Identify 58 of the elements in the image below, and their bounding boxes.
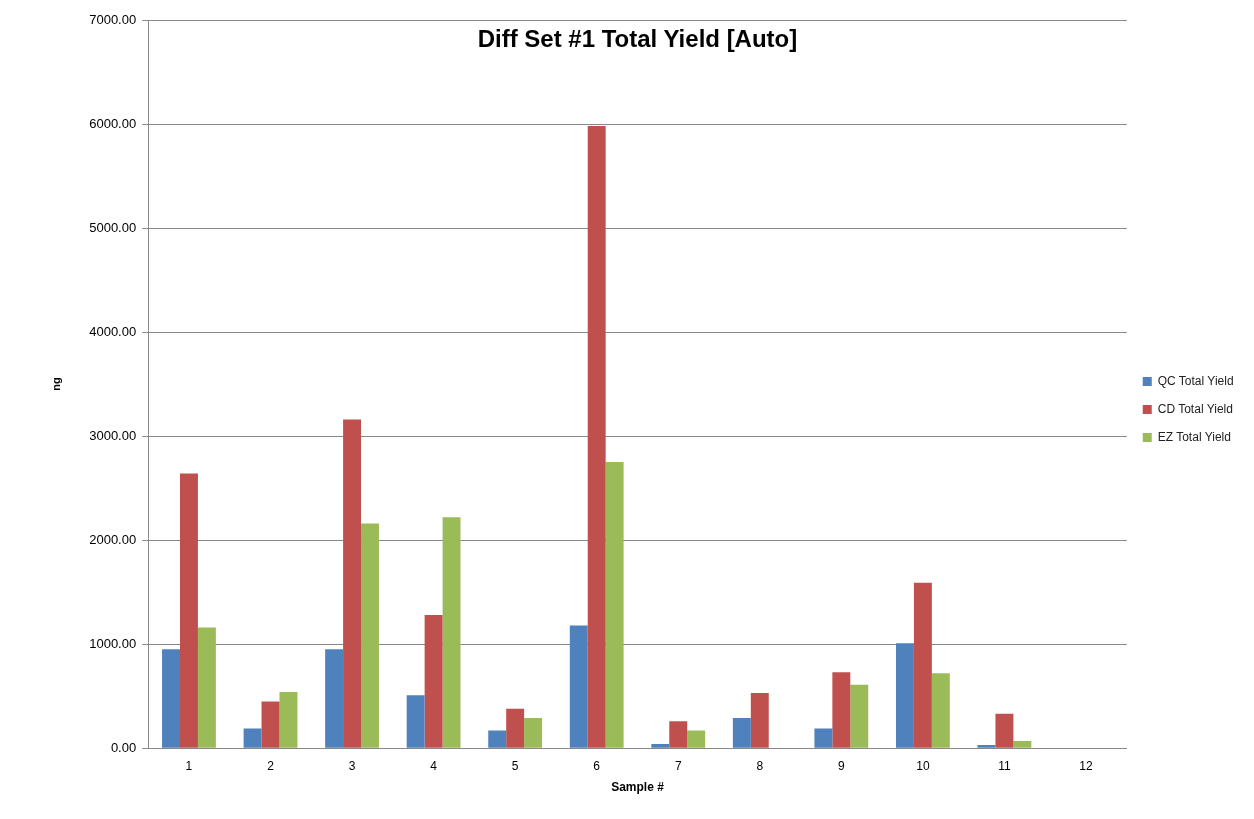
x-tick-label: 10 [916, 758, 930, 773]
bar [895, 643, 914, 748]
x-tick-label: 7 [674, 758, 682, 773]
x-tick-label: 1 [185, 758, 193, 773]
legend-label: EZ Total Yield [1157, 429, 1231, 444]
bar [687, 730, 706, 748]
x-tick-label: 9 [837, 758, 845, 773]
bar [162, 649, 180, 748]
bar [197, 627, 216, 748]
bar [651, 744, 670, 748]
y-tick-label: 4000.00 [89, 323, 137, 339]
bar [850, 684, 869, 748]
bar [180, 473, 198, 748]
bar [931, 673, 950, 748]
x-tick-label: 6 [593, 758, 601, 773]
bar [1013, 740, 1032, 748]
bar [325, 649, 344, 748]
y-tick-label: 5000.00 [89, 219, 137, 235]
x-tick-label: 2 [267, 758, 275, 773]
y-tick-label: 0.00 [110, 739, 137, 755]
bar [832, 672, 851, 748]
x-axis-title: Sample # [611, 780, 665, 795]
y-axis-title: ng [49, 377, 62, 391]
bar [977, 745, 996, 748]
y-tick-label: 6000.00 [89, 115, 137, 131]
bar [995, 713, 1014, 748]
y-tick-label: 2000.00 [89, 531, 137, 547]
legend-label: QC Total Yield [1157, 373, 1234, 388]
y-tick-label: 3000.00 [89, 427, 137, 443]
bar [506, 708, 525, 748]
bar [361, 523, 379, 748]
bar [605, 462, 624, 748]
y-tick-label: 1000.00 [89, 635, 137, 651]
bar [343, 419, 362, 748]
bar [261, 701, 280, 748]
bar [913, 582, 932, 748]
bar [243, 728, 262, 748]
bar [587, 126, 606, 748]
bar [424, 615, 443, 748]
bar [732, 718, 751, 748]
x-tick-label: 4 [430, 758, 438, 773]
x-tick-label: 12 [1079, 758, 1093, 773]
bar [814, 728, 833, 748]
x-tick-label: 3 [348, 758, 356, 773]
bar [442, 517, 461, 748]
x-tick-label: 5 [511, 758, 519, 773]
bar [569, 625, 588, 748]
bar [750, 693, 769, 748]
y-tick-label: 7000.00 [89, 11, 137, 27]
bar [669, 721, 688, 748]
bar [279, 692, 298, 748]
bar [406, 695, 425, 748]
legend-label: CD Total Yield [1157, 401, 1233, 416]
x-tick-label: 11 [998, 758, 1011, 773]
bar [488, 730, 507, 748]
bar [524, 718, 543, 748]
x-tick-label: 8 [756, 758, 764, 773]
chart-title: Diff Set #1 Total Yield [Auto] [477, 24, 798, 52]
